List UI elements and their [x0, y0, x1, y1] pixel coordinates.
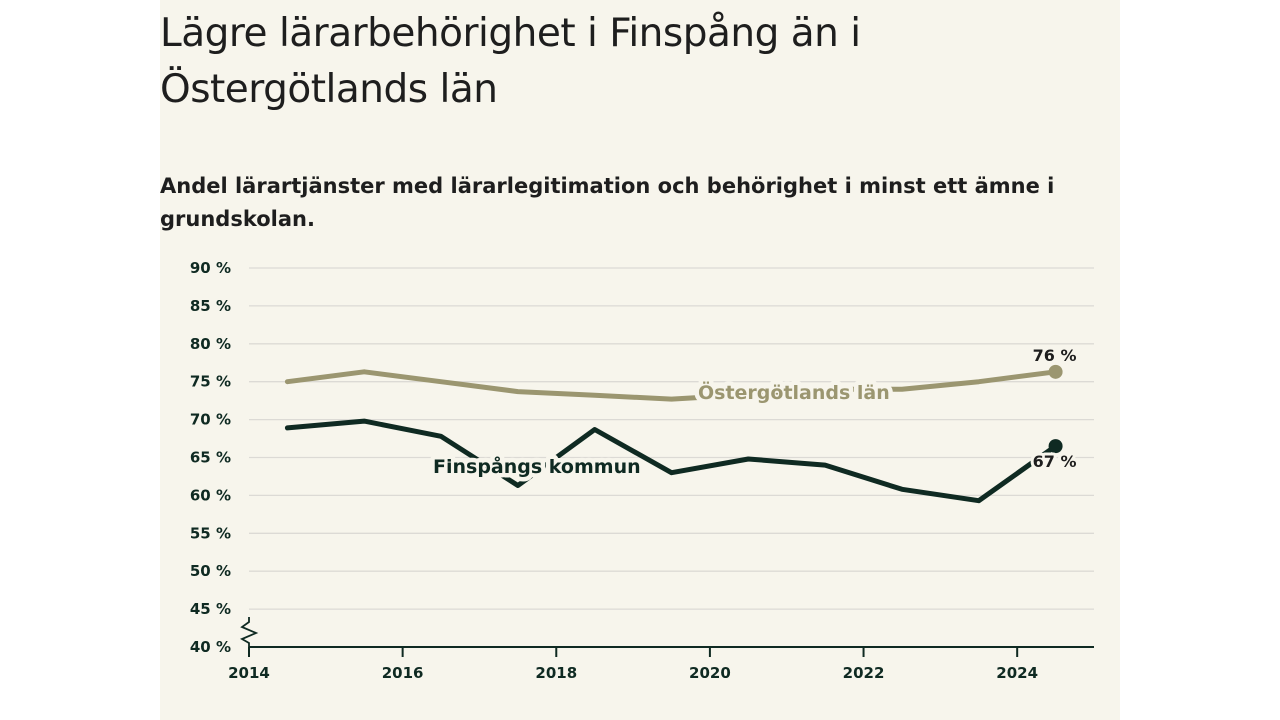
line-chart: 90 % 85 % 80 % 75 % 70 % 65 % 60 % 55 % 50 % 45 %…	[190, 259, 1094, 682]
x-tick-label: 2016	[382, 664, 424, 682]
series-line-ostergotlands-lan	[284, 369, 1059, 402]
y-tick-label: 65 %	[190, 449, 231, 467]
y-tick-label: 80 %	[190, 335, 231, 353]
x-tick-label: 2014	[228, 664, 270, 682]
y-tick-label: 50 %	[190, 562, 231, 580]
y-tick-label: 45 %	[190, 600, 231, 618]
y-tick-label: 60 %	[190, 486, 231, 504]
y-tick-label: 85 %	[190, 297, 231, 315]
chart-card: Lägre lärarbehörighet i Finspång än i Ös…	[160, 0, 1120, 720]
series-end-dot-finspangs-kommun	[1048, 439, 1063, 454]
x-tick-label: 2024	[996, 664, 1038, 682]
series-label-ostergotlands-lan: Östergötlands län	[698, 380, 890, 404]
axis-break-icon	[239, 617, 259, 647]
y-tick-label: 70 %	[190, 411, 231, 429]
series-label-finspangs-kommun: Finspångs kommun	[433, 454, 641, 478]
series-end-dot-ostergotlands-lan	[1048, 364, 1063, 379]
y-tick-label: 75 %	[190, 373, 231, 391]
chart-subtitle: Andel lärartjänster med lärarlegitimatio…	[160, 174, 1055, 231]
chart-title: Lägre lärarbehörighet i Finspång än i Ös…	[160, 11, 861, 112]
series-line-finspangs-kommun	[284, 418, 1059, 504]
end-label-finspangs-kommun: 67 %	[1033, 452, 1077, 471]
y-tick-label: 90 %	[190, 259, 231, 277]
x-tick-label: 2020	[689, 664, 731, 682]
y-tick-label: 55 %	[190, 524, 231, 542]
y-tick-label: 40 %	[190, 638, 231, 656]
x-tick-label: 2018	[535, 664, 577, 682]
end-label-ostergotlands-lan: 76 %	[1033, 346, 1077, 365]
x-tick-label: 2022	[843, 664, 885, 682]
